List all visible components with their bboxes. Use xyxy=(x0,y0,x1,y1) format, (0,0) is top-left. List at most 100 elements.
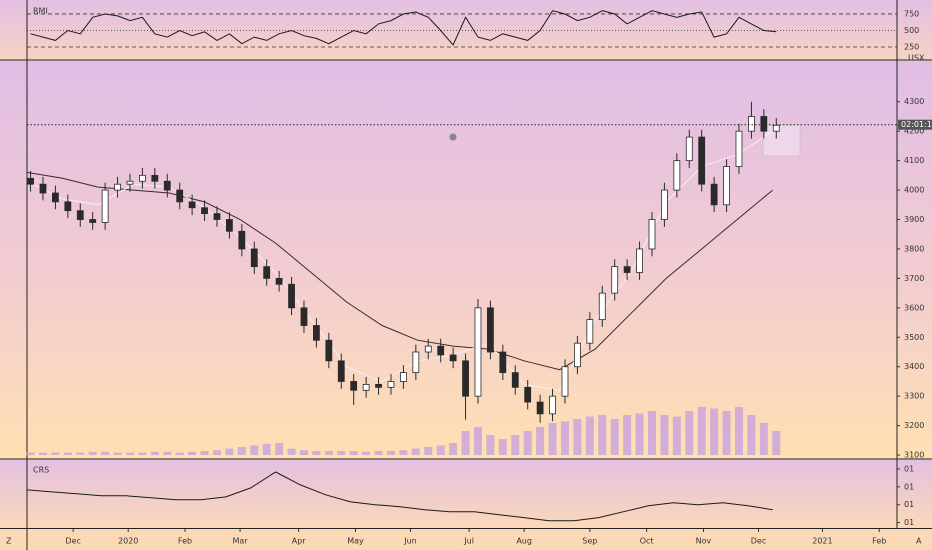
volume-bar xyxy=(175,452,184,455)
countdown-box xyxy=(898,119,932,130)
candle-body xyxy=(462,360,469,397)
volume-bar xyxy=(685,411,694,455)
volume-bar xyxy=(411,448,420,455)
volume-bar xyxy=(759,423,768,455)
candle-body xyxy=(400,372,407,382)
volume-bar xyxy=(399,450,408,455)
volume-bar xyxy=(672,416,681,455)
candle-body xyxy=(139,174,146,182)
candle-body xyxy=(723,166,730,206)
x-tick-label: Jul xyxy=(463,537,474,546)
candle-body xyxy=(226,219,233,232)
candle-body xyxy=(561,366,569,397)
volume-bar xyxy=(63,452,72,455)
candle-body xyxy=(437,345,445,356)
volume-bar xyxy=(250,445,259,455)
candle-body xyxy=(772,124,780,132)
volume-bar xyxy=(237,447,246,455)
corner-label[interactable]: Z xyxy=(6,537,12,546)
y-tick-label: 3600 xyxy=(904,303,924,312)
volume-bar xyxy=(548,423,557,455)
y-tick-label: 250 xyxy=(904,42,919,51)
candle-body xyxy=(586,319,594,344)
candle-body xyxy=(735,130,743,167)
candle-body xyxy=(673,160,681,191)
volume-bar xyxy=(362,451,371,455)
x-tick-label: Aug xyxy=(516,537,532,546)
candle-body xyxy=(213,213,221,220)
candle-body xyxy=(114,183,121,191)
x-tick-label: May xyxy=(347,537,364,546)
y-tick-label: 01 xyxy=(904,482,914,491)
volume-bar xyxy=(150,451,159,455)
time-axis xyxy=(0,529,932,550)
x-tick-label: Feb xyxy=(872,537,886,546)
y-tick-label: 750 xyxy=(904,9,919,18)
candle-body xyxy=(375,383,382,388)
x-tick-label: Nov xyxy=(696,537,712,546)
volume-bar xyxy=(76,452,85,455)
volume-bar xyxy=(349,451,358,455)
corner-label[interactable]: A xyxy=(916,537,922,546)
candle-body xyxy=(350,381,358,391)
candle-body xyxy=(424,345,432,353)
volume-bar xyxy=(610,419,619,455)
x-tick-label: Mar xyxy=(233,537,249,546)
candle-body xyxy=(275,278,283,285)
volume-bar xyxy=(461,431,470,455)
volume-bar xyxy=(473,427,482,455)
rmi-panel xyxy=(0,0,932,60)
volume-bar xyxy=(697,407,706,455)
volume-bar xyxy=(486,435,495,455)
volume-bar xyxy=(436,445,445,455)
candle-body xyxy=(126,180,134,185)
volume-bar xyxy=(212,450,221,455)
volume-bar xyxy=(287,448,296,455)
candle-body xyxy=(300,307,308,326)
candle-body xyxy=(238,230,246,250)
volume-bar xyxy=(598,415,607,455)
line xyxy=(26,471,773,522)
x-tick-label: 2020 xyxy=(118,537,138,546)
candle-body xyxy=(611,266,619,294)
y-tick-label: 3500 xyxy=(904,333,924,342)
y-tick-label: 4200 xyxy=(904,127,924,136)
x-tick-label: Jun xyxy=(403,537,417,546)
volume-bar xyxy=(374,451,383,455)
volume-bar xyxy=(386,451,395,455)
volume-bar xyxy=(200,451,209,455)
candle-body xyxy=(661,189,668,220)
volume-bar xyxy=(163,451,172,455)
candle-body xyxy=(549,395,556,415)
x-tick-label: Oct xyxy=(640,537,654,546)
volume-bar xyxy=(424,447,433,455)
candle-body xyxy=(623,266,631,273)
candle-body xyxy=(39,183,47,194)
unit-label: USX xyxy=(908,54,925,63)
volume-bar xyxy=(536,427,545,455)
volume-bar xyxy=(324,451,333,455)
candle-body xyxy=(524,386,532,403)
volume-bar xyxy=(511,435,520,455)
y-tick-label: 4000 xyxy=(904,186,924,195)
candle-body xyxy=(250,248,258,268)
y-tick-label: 3900 xyxy=(904,215,924,224)
volume-bar xyxy=(660,415,669,455)
rmi-title: RMI xyxy=(33,7,48,16)
x-tick-label: Apr xyxy=(292,537,307,546)
candle-body xyxy=(163,180,171,191)
y-tick-label: 3200 xyxy=(904,421,924,430)
drawn-box xyxy=(762,124,801,157)
volume-bar xyxy=(573,419,582,455)
volume-bar xyxy=(188,451,197,455)
candle-body xyxy=(536,401,544,415)
alert-icon[interactable] xyxy=(449,133,457,141)
volume-bar xyxy=(51,452,60,455)
candle-body xyxy=(27,177,34,185)
candle-body xyxy=(176,189,184,203)
candle-body xyxy=(188,201,196,209)
candle-body xyxy=(362,383,370,391)
candle-body xyxy=(387,381,395,388)
y-tick-label: 3100 xyxy=(904,451,924,460)
